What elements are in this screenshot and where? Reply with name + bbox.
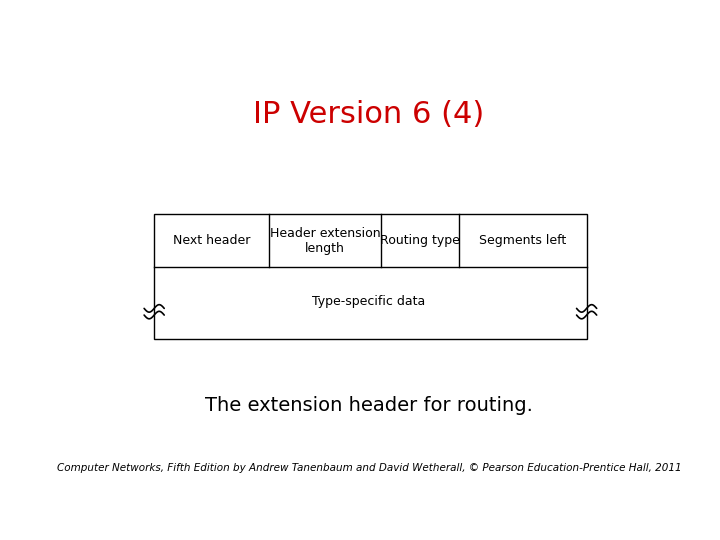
- Text: IP Version 6 (4): IP Version 6 (4): [253, 100, 485, 129]
- Text: The extension header for routing.: The extension header for routing.: [205, 396, 533, 415]
- Text: Header extension
length: Header extension length: [270, 227, 380, 255]
- Bar: [154, 214, 587, 339]
- Text: Routing type: Routing type: [380, 234, 460, 247]
- Text: Next header: Next header: [173, 234, 250, 247]
- Text: Segments left: Segments left: [480, 234, 567, 247]
- Text: Computer Networks, Fifth Edition by Andrew Tanenbaum and David Wetherall, © Pear: Computer Networks, Fifth Edition by Andr…: [57, 463, 681, 473]
- Text: Type-specific data: Type-specific data: [312, 295, 426, 308]
